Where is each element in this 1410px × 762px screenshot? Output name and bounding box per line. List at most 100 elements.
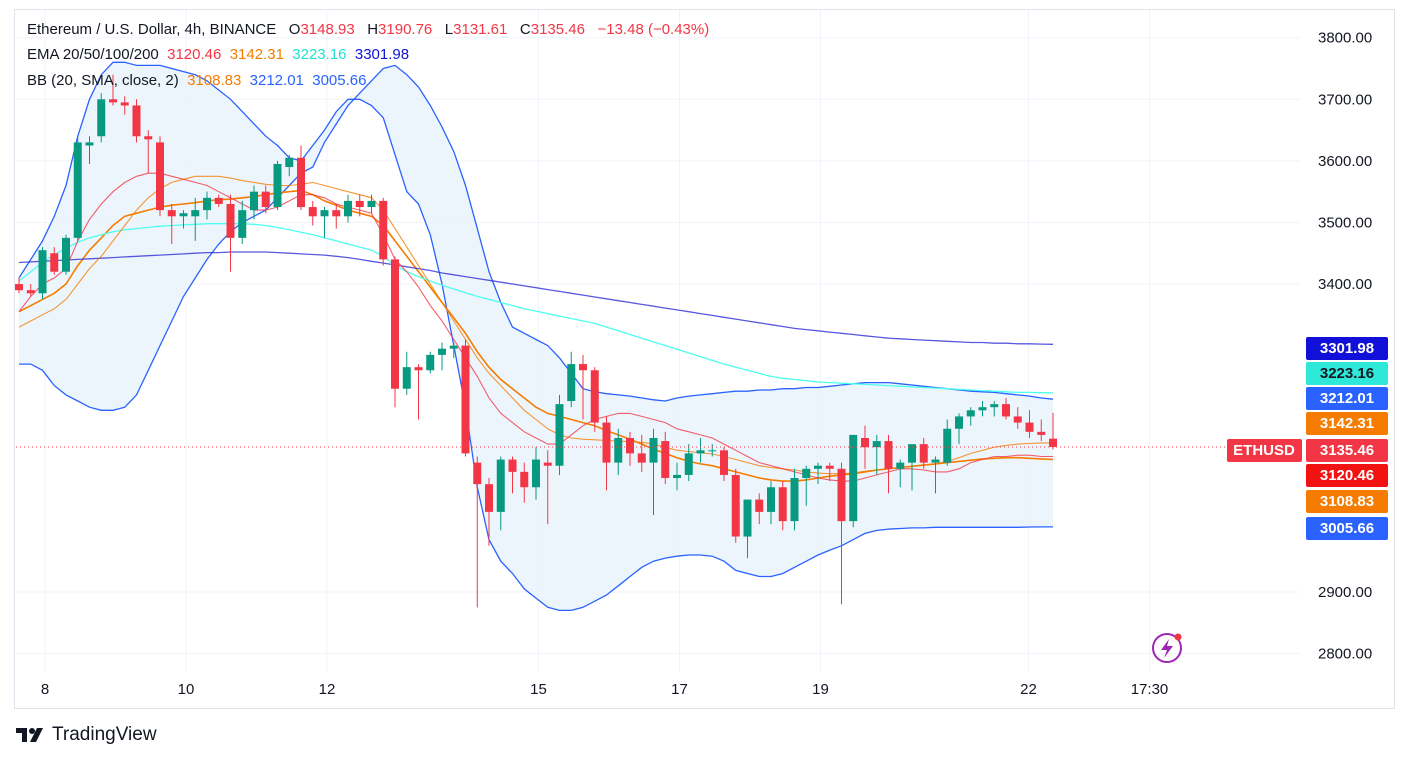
price-tag-label: 3120.46 bbox=[1320, 467, 1374, 484]
candle-body bbox=[27, 290, 35, 293]
candle-body bbox=[967, 410, 975, 416]
candle-body bbox=[309, 207, 317, 216]
candle-body bbox=[497, 460, 505, 512]
candle-body bbox=[814, 466, 822, 469]
candle-body bbox=[321, 210, 329, 216]
bb-basis-value: 3108.83 bbox=[187, 72, 241, 89]
candle-body bbox=[74, 142, 82, 237]
candle-body bbox=[368, 201, 376, 207]
legend-ema[interactable]: EMA 20/50/100/200 3120.46 3142.31 3223.1… bbox=[27, 46, 409, 63]
price-tag-label: 3135.46 bbox=[1320, 442, 1374, 459]
candle-body bbox=[15, 284, 23, 290]
candle-body bbox=[826, 466, 834, 469]
legend-bb[interactable]: BB (20, SMA, close, 2) 3108.83 3212.01 3… bbox=[27, 72, 366, 89]
y-axis-label: 2800.00 bbox=[1318, 646, 1372, 663]
candle-body bbox=[191, 210, 199, 216]
candle-body bbox=[50, 253, 58, 271]
candle-body bbox=[438, 349, 446, 355]
candle-body bbox=[227, 204, 235, 238]
close-value: 3135.46 bbox=[531, 21, 585, 38]
ema20-value: 3120.46 bbox=[167, 46, 221, 63]
candle-body bbox=[990, 404, 998, 407]
candle-body bbox=[591, 370, 599, 422]
candle-body bbox=[274, 164, 282, 207]
candle-body bbox=[379, 201, 387, 260]
x-axis-label: 8 bbox=[41, 681, 49, 698]
bb-label: BB (20, SMA, close, 2) bbox=[27, 72, 179, 89]
tradingview-logo[interactable]: TradingView bbox=[16, 724, 157, 746]
ema100-value: 3223.16 bbox=[292, 46, 346, 63]
open-value: 3148.93 bbox=[300, 21, 354, 38]
ema50-value: 3142.31 bbox=[230, 46, 284, 63]
candle-body bbox=[1049, 439, 1057, 447]
candle-body bbox=[626, 438, 634, 453]
candle-body bbox=[849, 435, 857, 521]
candle-body bbox=[567, 364, 575, 401]
low-value: 3131.61 bbox=[453, 21, 507, 38]
candle-body bbox=[697, 450, 705, 453]
x-axis-label: 22 bbox=[1020, 681, 1037, 698]
candle-body bbox=[403, 367, 411, 389]
candle-body bbox=[802, 469, 810, 478]
candle-body bbox=[556, 404, 564, 466]
candle-body bbox=[650, 438, 658, 463]
y-axis-label: 3500.00 bbox=[1318, 214, 1372, 231]
candle-body bbox=[685, 453, 693, 475]
x-axis-label: 10 bbox=[178, 681, 195, 698]
candle-body bbox=[896, 463, 904, 469]
candle-body bbox=[332, 210, 340, 216]
candle-body bbox=[62, 238, 70, 272]
price-tag-label: 3142.31 bbox=[1320, 415, 1374, 432]
price-tag-label: 3005.66 bbox=[1320, 520, 1374, 537]
candle-body bbox=[779, 487, 787, 521]
candle-body bbox=[1037, 432, 1045, 435]
candle-body bbox=[1014, 416, 1022, 422]
candle-body bbox=[638, 453, 646, 462]
candle-body bbox=[109, 99, 117, 102]
lightning-bolt-icon bbox=[1161, 639, 1173, 658]
y-axis-label: 3700.00 bbox=[1318, 91, 1372, 108]
candle-body bbox=[544, 463, 552, 466]
candle-body bbox=[180, 213, 188, 216]
candle-body bbox=[532, 460, 540, 488]
candle-body bbox=[603, 423, 611, 463]
candle-body bbox=[473, 463, 481, 485]
ema200-value: 3301.98 bbox=[355, 46, 409, 63]
y-axis-label: 3600.00 bbox=[1318, 153, 1372, 170]
bb-upper-value: 3212.01 bbox=[250, 72, 304, 89]
symbol-title[interactable]: Ethereum / U.S. Dollar, 4h, BINANCE bbox=[27, 21, 276, 38]
candle-body bbox=[133, 105, 141, 136]
ema-label: EMA 20/50/100/200 bbox=[27, 46, 159, 63]
candle-body bbox=[979, 407, 987, 410]
symbol-tag-label: ETHUSD bbox=[1233, 442, 1295, 459]
price-tag-label: 3108.83 bbox=[1320, 493, 1374, 510]
candle-body bbox=[885, 441, 893, 469]
candle-body bbox=[121, 102, 129, 105]
candle-body bbox=[297, 158, 305, 207]
candle-body bbox=[462, 346, 470, 454]
low-key: L bbox=[445, 21, 453, 38]
candle-body bbox=[720, 450, 728, 475]
x-axis-label: 17:30 bbox=[1131, 681, 1169, 698]
candle-body bbox=[285, 158, 293, 167]
candle-body bbox=[744, 500, 752, 537]
candle-body bbox=[932, 460, 940, 463]
candle-body bbox=[426, 355, 434, 370]
candle-body bbox=[344, 201, 352, 216]
price-tag-label: 3212.01 bbox=[1320, 390, 1374, 407]
tradingview-logo-icon bbox=[16, 727, 46, 743]
close-key: C bbox=[520, 21, 531, 38]
change-value: −13.48 (−0.43%) bbox=[597, 21, 709, 38]
y-axis-label: 2900.00 bbox=[1318, 584, 1372, 601]
high-value: 3190.76 bbox=[378, 21, 432, 38]
candle-body bbox=[391, 259, 399, 388]
open-key: O bbox=[289, 21, 301, 38]
candle-body bbox=[708, 450, 716, 451]
x-axis-label: 12 bbox=[319, 681, 336, 698]
price-tag-label: 3301.98 bbox=[1320, 340, 1374, 357]
y-axis-label: 3400.00 bbox=[1318, 276, 1372, 293]
candle-body bbox=[614, 438, 622, 463]
legend-ohlc: Ethereum / U.S. Dollar, 4h, BINANCE O314… bbox=[27, 21, 709, 38]
candle-body bbox=[755, 500, 763, 512]
